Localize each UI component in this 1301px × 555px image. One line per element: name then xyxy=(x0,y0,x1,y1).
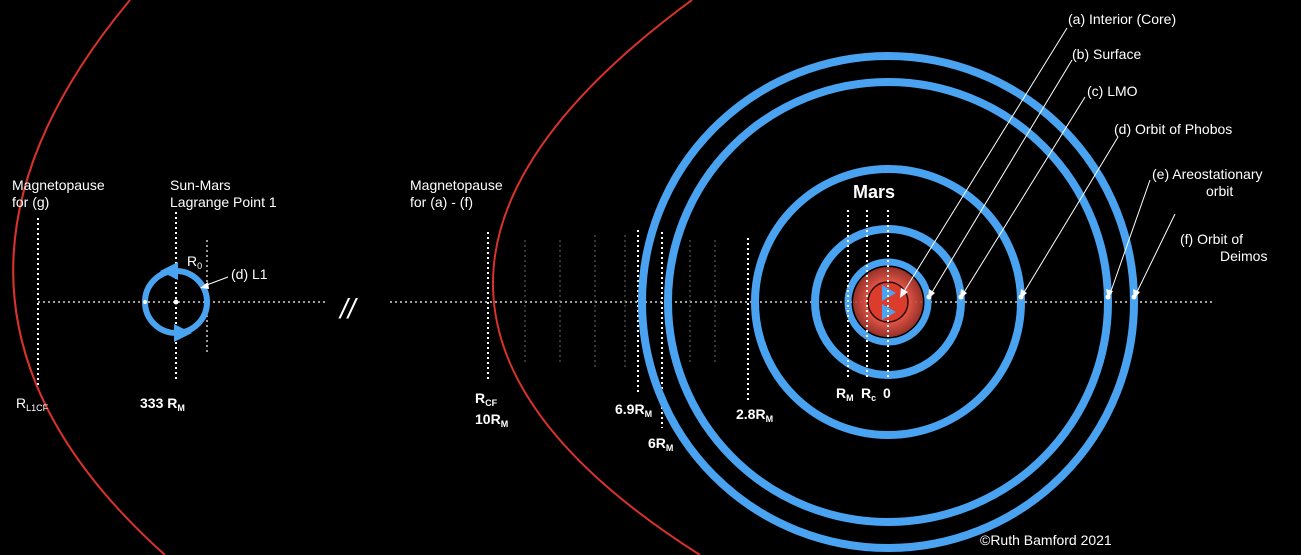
pointer-c-head xyxy=(960,289,967,299)
pointer-b-head xyxy=(928,289,935,299)
orbit-phobos xyxy=(751,165,1025,439)
label-l1: (d) L1 xyxy=(231,266,268,282)
axis-break-symbol: // xyxy=(338,293,359,324)
label-rl1cf: RL1CF xyxy=(16,395,49,413)
label-r0: R0 xyxy=(187,253,202,271)
orbit-areostationary xyxy=(664,78,1112,526)
pointer-b xyxy=(930,59,1073,295)
annotation-pointer-heads xyxy=(900,288,1140,299)
label-rcf: RCF xyxy=(475,390,498,408)
annotation-d: (d) Orbit of Phobos xyxy=(1114,121,1232,137)
label-magnetopause-g-line2: for (g) xyxy=(12,194,49,210)
pointer-a xyxy=(902,27,1068,294)
label-lagrange-line1: Sun-Mars xyxy=(170,177,231,193)
core-arrow-top xyxy=(882,285,896,301)
pointer-d xyxy=(1022,136,1119,295)
pointer-f-head xyxy=(1133,289,1140,299)
annotation-b: (b) Surface xyxy=(1072,46,1141,62)
pointer-e xyxy=(1109,179,1151,295)
credit: ©Ruth Bamford 2021 xyxy=(980,532,1112,548)
label-6-9rm: 6.9RM xyxy=(615,401,652,419)
l1-arrow-bottom xyxy=(174,324,192,342)
label-333rm: 333 RM xyxy=(140,395,185,413)
magnetopause-curve-g xyxy=(12,0,166,555)
label-10rm: 10RM xyxy=(475,411,508,429)
label-rc: Rc xyxy=(861,385,876,403)
l1-pointer-head xyxy=(200,282,209,289)
l1-arrow-top xyxy=(160,262,178,280)
annotation-a: (a) Interior (Core) xyxy=(1068,11,1176,27)
orbit-deimos xyxy=(638,52,1138,552)
pointer-f xyxy=(1135,213,1176,295)
label-mars: Mars xyxy=(853,182,895,202)
magnetopause-curve-af xyxy=(492,0,701,555)
pointer-a-head xyxy=(900,288,908,298)
pointer-e-head xyxy=(1106,289,1113,299)
label-6rm: 6RM xyxy=(648,435,673,453)
label-rm: RM xyxy=(836,385,854,403)
label-magnetopause-g-line1: Magnetopause xyxy=(12,177,105,193)
pointer-d-head xyxy=(1020,289,1027,299)
annotation-e-line1: (e) Areostationary xyxy=(1152,166,1263,182)
pointer-c xyxy=(962,96,1086,295)
annotation-pointers xyxy=(902,27,1176,295)
l1-point xyxy=(173,299,179,305)
l1-left-point xyxy=(143,300,147,304)
annotation-f-line1: (f) Orbit of xyxy=(1180,231,1243,247)
label-2-8rm: 2.8RM xyxy=(736,406,773,424)
label-zero: 0 xyxy=(883,385,891,401)
label-magnetopause-af-line1: Magnetopause xyxy=(410,177,503,193)
label-magnetopause-af-line2: for (a) - (f) xyxy=(410,194,473,210)
label-lagrange-line2: Lagrange Point 1 xyxy=(170,194,277,210)
annotation-c: (c) LMO xyxy=(1087,83,1138,99)
annotation-f-line2: Deimos xyxy=(1220,248,1267,264)
annotation-e-line2: orbit xyxy=(1206,183,1233,199)
